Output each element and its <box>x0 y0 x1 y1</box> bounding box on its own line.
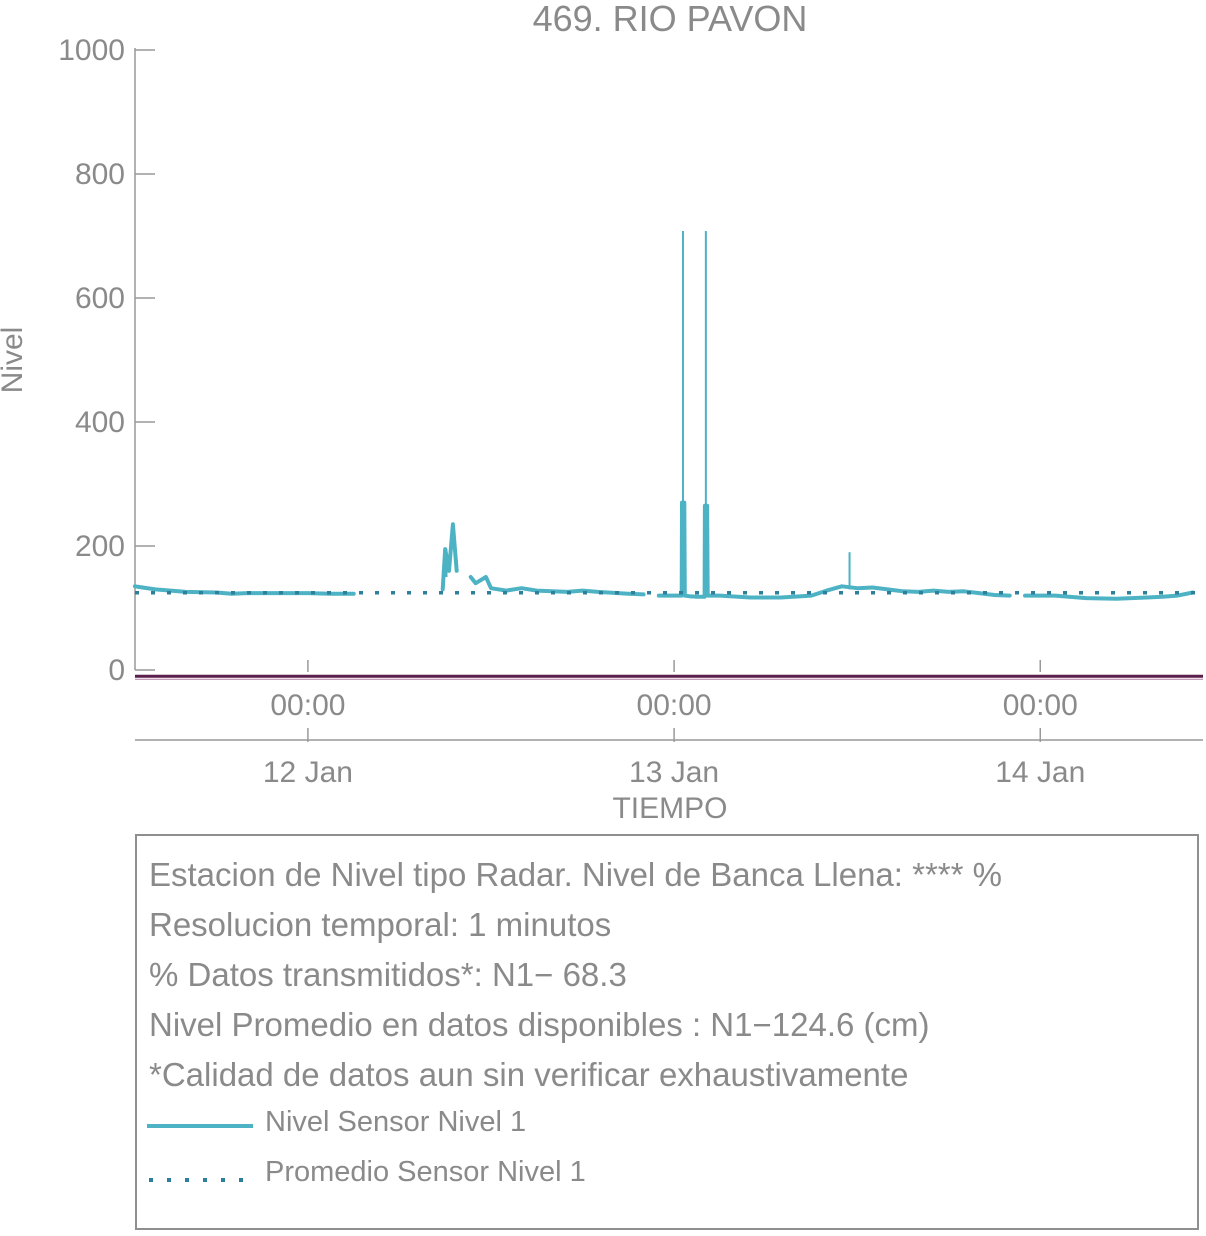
legend-swatch-solid <box>147 1124 253 1128</box>
legend-swatch-dotted <box>149 1178 253 1182</box>
y-tick-label: 400 <box>75 406 125 439</box>
info-data-transmitted: % Datos transmitidos*: N1− 68.3 <box>149 956 627 993</box>
series-level-segment <box>440 522 459 592</box>
x-date-label: 13 Jan <box>629 756 719 789</box>
y-tick-label: 800 <box>75 158 125 191</box>
y-tick-label: 1000 <box>58 34 125 67</box>
x-date-label: 12 Jan <box>263 756 353 789</box>
info-legend-box: Estacion de Nivel tipo Radar. Nivel de B… <box>135 834 1199 1230</box>
x-tick-label: 00:00 <box>637 689 712 722</box>
x-tick-label: 00:00 <box>1003 689 1078 722</box>
y-axis-label: Nivel <box>0 327 29 394</box>
x-date-label: 14 Jan <box>995 756 1085 789</box>
x-axis-label: TIEMPO <box>612 792 727 825</box>
info-resolution: Resolucion temporal: 1 minutos <box>149 906 612 943</box>
y-tick-label: 600 <box>75 282 125 315</box>
legend-item-promedio: Promedio Sensor Nivel 1 <box>147 1156 847 1196</box>
y-tick-label: 200 <box>75 530 125 563</box>
legend-label-promedio: Promedio Sensor Nivel 1 <box>265 1156 586 1188</box>
y-axis: 0 200 400 600 800 1000 <box>58 34 155 687</box>
y-tick-label: 0 <box>108 654 125 687</box>
info-mean-level: Nivel Promedio en datos disponibles : N1… <box>149 1006 930 1043</box>
chart: 469. RIO PAVON Nivel TIEMPO 0 200 400 600 80… <box>0 0 1203 825</box>
info-quality-note: *Calidad de datos aun sin verificar exha… <box>149 1056 909 1093</box>
x-axis: 00:00 12 Jan 00:00 13 Jan 00:00 14 Jan <box>135 660 1203 789</box>
legend-item-nivel: Nivel Sensor Nivel 1 <box>147 1106 847 1146</box>
legend-label-nivel: Nivel Sensor Nivel 1 <box>265 1106 527 1138</box>
info-station-type: Estacion de Nivel tipo Radar. Nivel de B… <box>149 856 1002 893</box>
chart-title: 469. RIO PAVON <box>533 0 808 39</box>
series-level-segment <box>1023 590 1195 601</box>
series-level-segment <box>656 500 1012 600</box>
plot-area <box>133 231 1203 680</box>
x-tick-label: 00:00 <box>270 689 345 722</box>
